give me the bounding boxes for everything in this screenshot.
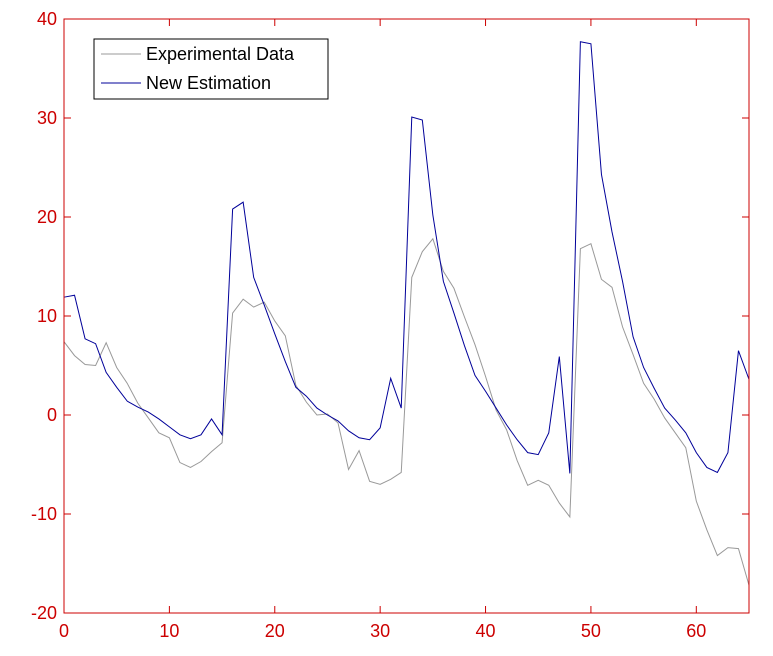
y-tick-label: 40 [37, 9, 57, 29]
tick-layer [63, 18, 749, 614]
series-layer [63, 41, 750, 586]
y-tick-label: 30 [37, 108, 57, 128]
x-tick-label: 30 [370, 621, 390, 641]
y-tick-labels: -20 -10 0 10 20 30 40 [31, 9, 57, 623]
series-line-experimental-data [63, 237, 750, 586]
x-tick-label: 40 [476, 621, 496, 641]
x-tick-label: 50 [581, 621, 601, 641]
y-tick-label: -10 [31, 504, 57, 524]
series-experimental-data [63, 237, 750, 586]
series-line-new-estimation [63, 41, 750, 474]
legend: Experimental Data New Estimation [93, 38, 329, 100]
x-tick-label: 60 [686, 621, 706, 641]
x-tick-labels: 0 10 20 30 40 50 60 [59, 621, 706, 641]
y-tick-label: 20 [37, 207, 57, 227]
series-new-estimation [63, 41, 750, 474]
legend-label-experimental-data: Experimental Data [146, 44, 295, 64]
y-tick-label: 0 [47, 405, 57, 425]
legend-label-new-estimation: New Estimation [146, 73, 271, 93]
y-tick-label: 10 [37, 306, 57, 326]
plot-background [64, 19, 749, 613]
legend-box [93, 38, 329, 100]
x-tick-label: 0 [59, 621, 69, 641]
x-tick-label: 10 [159, 621, 179, 641]
x-tick-label: 20 [265, 621, 285, 641]
y-tick-label: -20 [31, 603, 57, 623]
